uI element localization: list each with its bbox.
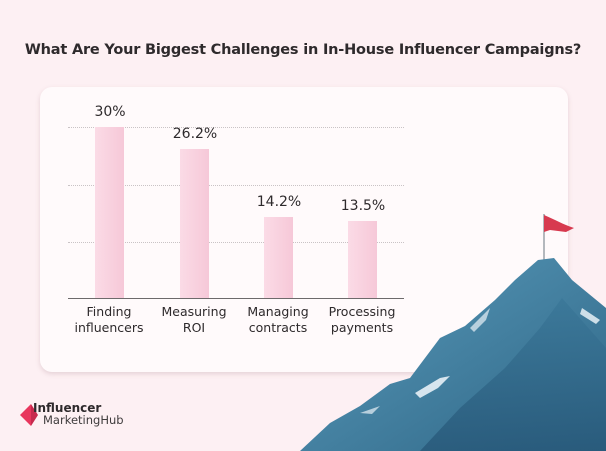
category-label: Processing payments bbox=[317, 304, 407, 336]
brand-logo: Influencer MarketingHub bbox=[20, 401, 180, 431]
category-label-line: Finding bbox=[86, 304, 132, 319]
brand-name-line2: MarketingHub bbox=[43, 413, 124, 427]
category-label-line: influencers bbox=[74, 320, 144, 335]
category-label-line: Measuring bbox=[161, 304, 227, 319]
category-label-line: contracts bbox=[248, 320, 308, 335]
mountain-illustration-icon bbox=[300, 214, 606, 451]
gridline bbox=[68, 242, 404, 243]
category-label-line: payments bbox=[330, 320, 394, 335]
chart-title: What Are Your Biggest Challenges in In-H… bbox=[24, 42, 582, 58]
bar-measuring-roi bbox=[180, 149, 209, 298]
bar-processing-payments bbox=[348, 221, 377, 298]
gridline bbox=[68, 185, 404, 186]
category-label: Managing contracts bbox=[233, 304, 323, 336]
x-axis-line bbox=[68, 298, 404, 299]
category-label: Finding influencers bbox=[64, 304, 154, 336]
value-label: 26.2% bbox=[172, 126, 218, 142]
category-label-line: ROI bbox=[182, 320, 206, 335]
bar-finding-influencers bbox=[95, 127, 124, 298]
bar-managing-contracts bbox=[264, 217, 293, 298]
category-label-line: Managing bbox=[247, 304, 309, 319]
category-label-line: Processing bbox=[328, 304, 396, 319]
value-label: 30% bbox=[94, 104, 126, 120]
category-label: Measuring ROI bbox=[149, 304, 239, 336]
flag-icon bbox=[543, 214, 574, 260]
brand-name-line1: Influencer bbox=[33, 401, 102, 415]
value-label: 14.2% bbox=[256, 194, 302, 210]
logo-mark-icon bbox=[20, 404, 38, 426]
value-label: 13.5% bbox=[340, 198, 386, 214]
gridline bbox=[68, 127, 404, 128]
